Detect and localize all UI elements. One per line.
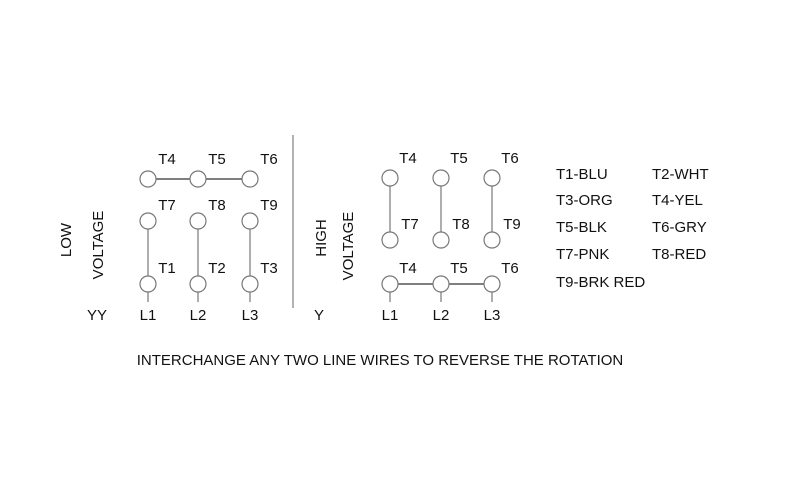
terminal (432, 231, 450, 249)
terminal-label: T8 (208, 197, 226, 214)
legend-entry: T4-YEL (652, 192, 703, 209)
line-label: L1 (382, 307, 399, 324)
terminal-label: T4 (399, 260, 417, 277)
terminal-label: T7 (401, 216, 419, 233)
terminal (432, 169, 450, 187)
low-voltage-label: VOLTAGE (90, 211, 107, 280)
terminal-label: T5 (450, 150, 468, 167)
legend-entry: T7-PNK (556, 246, 609, 263)
terminal (483, 169, 501, 187)
legend-entry: T9-BRK RED (556, 274, 645, 291)
terminal (483, 275, 501, 293)
terminal-label: T9 (503, 216, 521, 233)
terminal-label: T4 (399, 150, 417, 167)
terminal (381, 231, 399, 249)
terminal (139, 275, 157, 293)
terminal (483, 231, 501, 249)
legend-entry: T5-BLK (556, 219, 607, 236)
line-label: L3 (242, 307, 259, 324)
high-voltage-diagram: T4 T7 T4 L1 T5 T8 T5 L2 T6 T9 T6 L3 (381, 150, 521, 324)
legend-entry: T3-ORG (556, 192, 613, 209)
terminal-label: T9 (260, 197, 278, 214)
terminal-label: T6 (260, 151, 278, 168)
terminal (241, 170, 259, 188)
legend-entry: T8-RED (652, 246, 706, 263)
terminal (139, 170, 157, 188)
terminal-label: T3 (260, 260, 278, 277)
terminal (381, 169, 399, 187)
rotation-note: INTERCHANGE ANY TWO LINE WIRES TO REVERS… (137, 352, 623, 369)
terminal-label: T4 (158, 151, 176, 168)
terminal-label: T7 (158, 197, 176, 214)
terminal-label: T5 (208, 151, 226, 168)
terminal-label: T8 (452, 216, 470, 233)
line-label: L2 (433, 307, 450, 324)
terminal-label: T1 (158, 260, 176, 277)
low-voltage-diagram: T4 T7 T1 L1 T5 T8 T2 L2 T6 T9 T3 L3 (139, 151, 278, 324)
high-voltage-label: VOLTAGE (340, 212, 357, 281)
terminal (189, 170, 207, 188)
legend-entry: T2-WHT (652, 166, 709, 183)
terminal-label: T2 (208, 260, 226, 277)
terminal (381, 275, 399, 293)
line-label: L1 (140, 307, 157, 324)
legend-entry: T6-GRY (652, 219, 707, 236)
legend-entry: T1-BLU (556, 166, 608, 183)
low-label: LOW (58, 222, 75, 257)
high-connection-label: Y (314, 307, 324, 324)
high-label: HIGH (313, 219, 330, 257)
color-legend: T1-BLU T2-WHT T3-ORG T4-YEL T5-BLK T6-GRY T7-P… (556, 166, 709, 291)
terminal (189, 212, 207, 230)
terminal-label: T5 (450, 260, 468, 277)
terminal (432, 275, 450, 293)
terminal-label: T6 (501, 260, 519, 277)
terminal (241, 275, 259, 293)
line-label: L3 (484, 307, 501, 324)
terminal (139, 212, 157, 230)
low-connection-label: YY (87, 307, 107, 324)
terminal-label: T6 (501, 150, 519, 167)
terminal (241, 212, 259, 230)
line-label: L2 (190, 307, 207, 324)
terminal (189, 275, 207, 293)
